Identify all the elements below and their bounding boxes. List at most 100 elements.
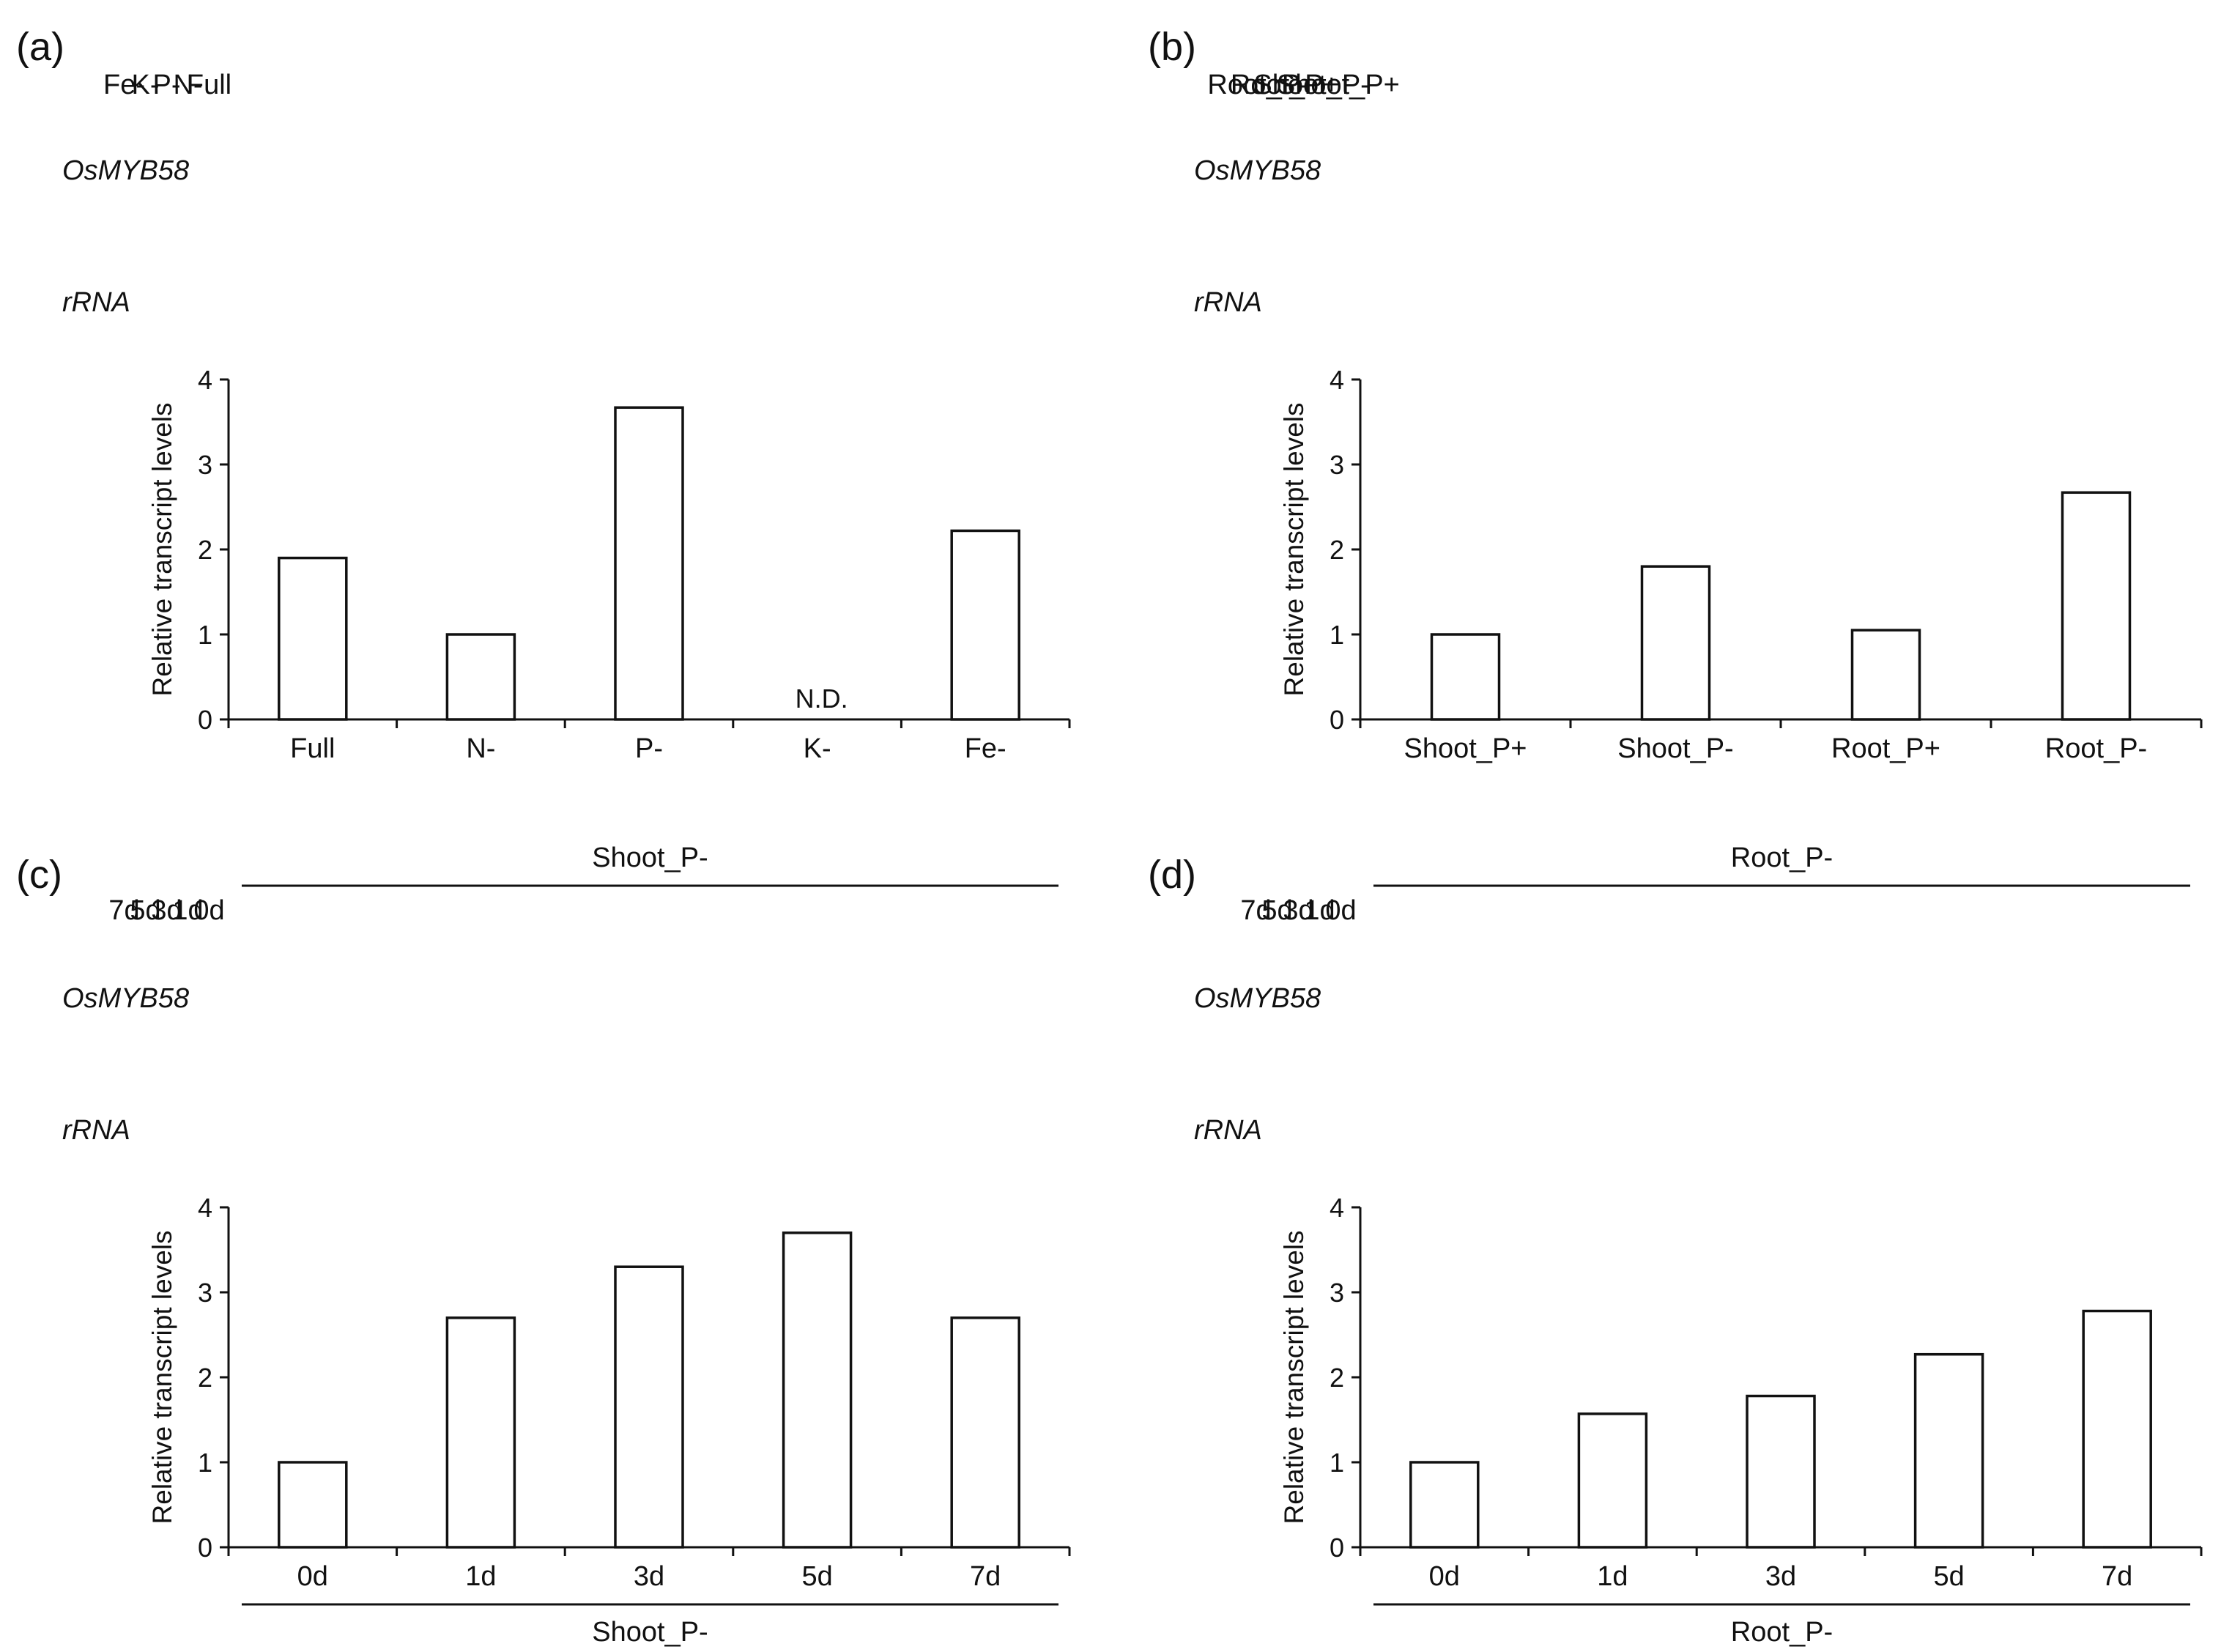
blot-row-label: OsMYB58 (1194, 983, 1321, 1014)
y-tick-label: 1 (1330, 620, 1344, 650)
lane-label: Root_P- (1207, 70, 1309, 100)
y-tick-label: 4 (198, 365, 212, 395)
y-tick-label: 0 (198, 1533, 212, 1563)
y-tick-label: 0 (1330, 1533, 1344, 1563)
x-tick-label: Shoot_P- (1617, 733, 1733, 764)
bar-N- (445, 633, 516, 721)
panel-3: (d) Root_P-0d1d3d5d7dOsMYB58rRNA01234Rela… (1148, 842, 2203, 1648)
blot-row-label: rRNA (1194, 287, 1262, 318)
y-axis-label: Relative transcript levels (147, 1231, 177, 1525)
blot-row-label: OsMYB58 (62, 155, 189, 186)
lane-label: 7d (108, 895, 139, 926)
bar-5d (1913, 1352, 1984, 1549)
group-label-bottom: Root_P- (1731, 1617, 1833, 1648)
y-tick-label: 1 (1330, 1448, 1344, 1478)
y-axis-label: Relative transcript levels (1279, 403, 1309, 697)
bar-P- (614, 406, 684, 721)
lane-label: Shoot_P- (1253, 70, 1369, 100)
lane-label: 5d (1261, 895, 1292, 926)
x-tick-label: 3d (634, 1561, 664, 1592)
lane-label: 5d (130, 895, 160, 926)
y-tick-label: 3 (1330, 450, 1344, 480)
bar-annotation: N.D. (796, 684, 848, 714)
y-tick-label: 2 (1330, 535, 1344, 565)
x-tick-label: Root_P+ (1831, 733, 1940, 764)
lane-label: Root_P+ (1231, 70, 1340, 100)
y-tick-label: 2 (1330, 1363, 1344, 1393)
group-label-top: Shoot_P- (592, 842, 708, 873)
y-tick-label: 2 (198, 1363, 212, 1393)
bar-0d (1409, 1461, 1480, 1549)
lane-label: 3d (151, 895, 182, 926)
x-tick-label: K- (804, 733, 831, 764)
y-tick-label: 4 (1330, 365, 1344, 395)
x-tick-label: 7d (2102, 1561, 2132, 1592)
bar-Root_P+ (1850, 629, 1921, 721)
bar-7d (950, 1316, 1020, 1549)
lane-label: N- (173, 70, 202, 100)
x-tick-label: Full (290, 733, 335, 764)
panel-label: (d) (1148, 853, 1196, 897)
y-tick-label: 4 (1330, 1193, 1344, 1223)
lane-label: Fe- (103, 70, 145, 100)
bar-5d (782, 1231, 853, 1549)
lane-label: P- (153, 70, 181, 100)
bar-Fe- (950, 529, 1020, 721)
bar-Shoot_P- (1640, 565, 1711, 721)
lane-label: Full (187, 70, 231, 100)
panel-label: (c) (16, 853, 62, 897)
y-axis-label: Relative transcript levels (147, 403, 177, 697)
group-label-bottom: Shoot_P- (592, 1617, 708, 1648)
bar-Root_P- (2061, 491, 2132, 721)
x-tick-label: 0d (297, 1561, 328, 1592)
bar-1d (1577, 1412, 1648, 1549)
lane-label: 1d (1304, 895, 1335, 926)
panel-2: (c) Shoot_P-0d1d3d5d7dOsMYB58rRNA01234Rel… (16, 842, 1071, 1648)
x-tick-label: Fe- (965, 733, 1006, 764)
lane-label: 7d (1240, 895, 1271, 926)
x-tick-label: 5d (1933, 1561, 1964, 1592)
blot-row-label: rRNA (1194, 1115, 1262, 1146)
bar-0d (278, 1461, 348, 1549)
x-tick-label: 5d (801, 1561, 832, 1592)
blot-row-label: rRNA (62, 287, 130, 318)
lane-label: 3d (1283, 895, 1313, 926)
panel-label: (a) (16, 25, 64, 69)
x-tick-label: 0d (1429, 1561, 1460, 1592)
panel-label: (b) (1148, 25, 1196, 69)
x-tick-label: Shoot_P+ (1404, 733, 1527, 764)
bar-Shoot_P+ (1430, 633, 1501, 721)
y-tick-label: 1 (198, 1448, 212, 1478)
panel-1: (b)Shoot_P+Shoot_P-Root_P+Root_P-OsMYB58… (1148, 25, 2203, 764)
x-tick-label: N- (466, 733, 495, 764)
y-tick-label: 3 (1330, 1278, 1344, 1308)
bar-3d (1746, 1394, 1816, 1549)
blot-row-label: rRNA (62, 1115, 130, 1146)
lane-label: K- (132, 70, 160, 100)
y-tick-label: 2 (198, 535, 212, 565)
y-tick-label: 3 (198, 1278, 212, 1308)
y-tick-label: 0 (1330, 705, 1344, 735)
y-tick-label: 3 (198, 450, 212, 480)
y-axis-label: Relative transcript levels (1279, 1231, 1309, 1525)
lane-label: 1d (172, 895, 203, 926)
blot-row-label: OsMYB58 (62, 983, 189, 1014)
y-tick-label: 0 (198, 705, 212, 735)
bar-Full (278, 556, 348, 721)
x-tick-label: P- (635, 733, 663, 764)
bar-7d (2082, 1309, 2152, 1549)
lane-label: 0d (1325, 895, 1356, 926)
lane-label: Shoot_P+ (1277, 70, 1400, 100)
x-tick-label: 1d (465, 1561, 496, 1592)
blot-row-label: OsMYB58 (1194, 155, 1321, 186)
y-tick-label: 4 (198, 1193, 212, 1223)
group-label-top: Root_P- (1731, 842, 1833, 873)
x-tick-label: 1d (1597, 1561, 1628, 1592)
x-tick-label: Root_P- (2045, 733, 2147, 764)
panel-0: (a)FullN-P-K-Fe-OsMYB58rRNA01234Relative… (16, 25, 1071, 764)
x-tick-label: 3d (1765, 1561, 1796, 1592)
bar-3d (614, 1265, 684, 1549)
bar-1d (445, 1316, 516, 1549)
x-tick-label: 7d (970, 1561, 1001, 1592)
